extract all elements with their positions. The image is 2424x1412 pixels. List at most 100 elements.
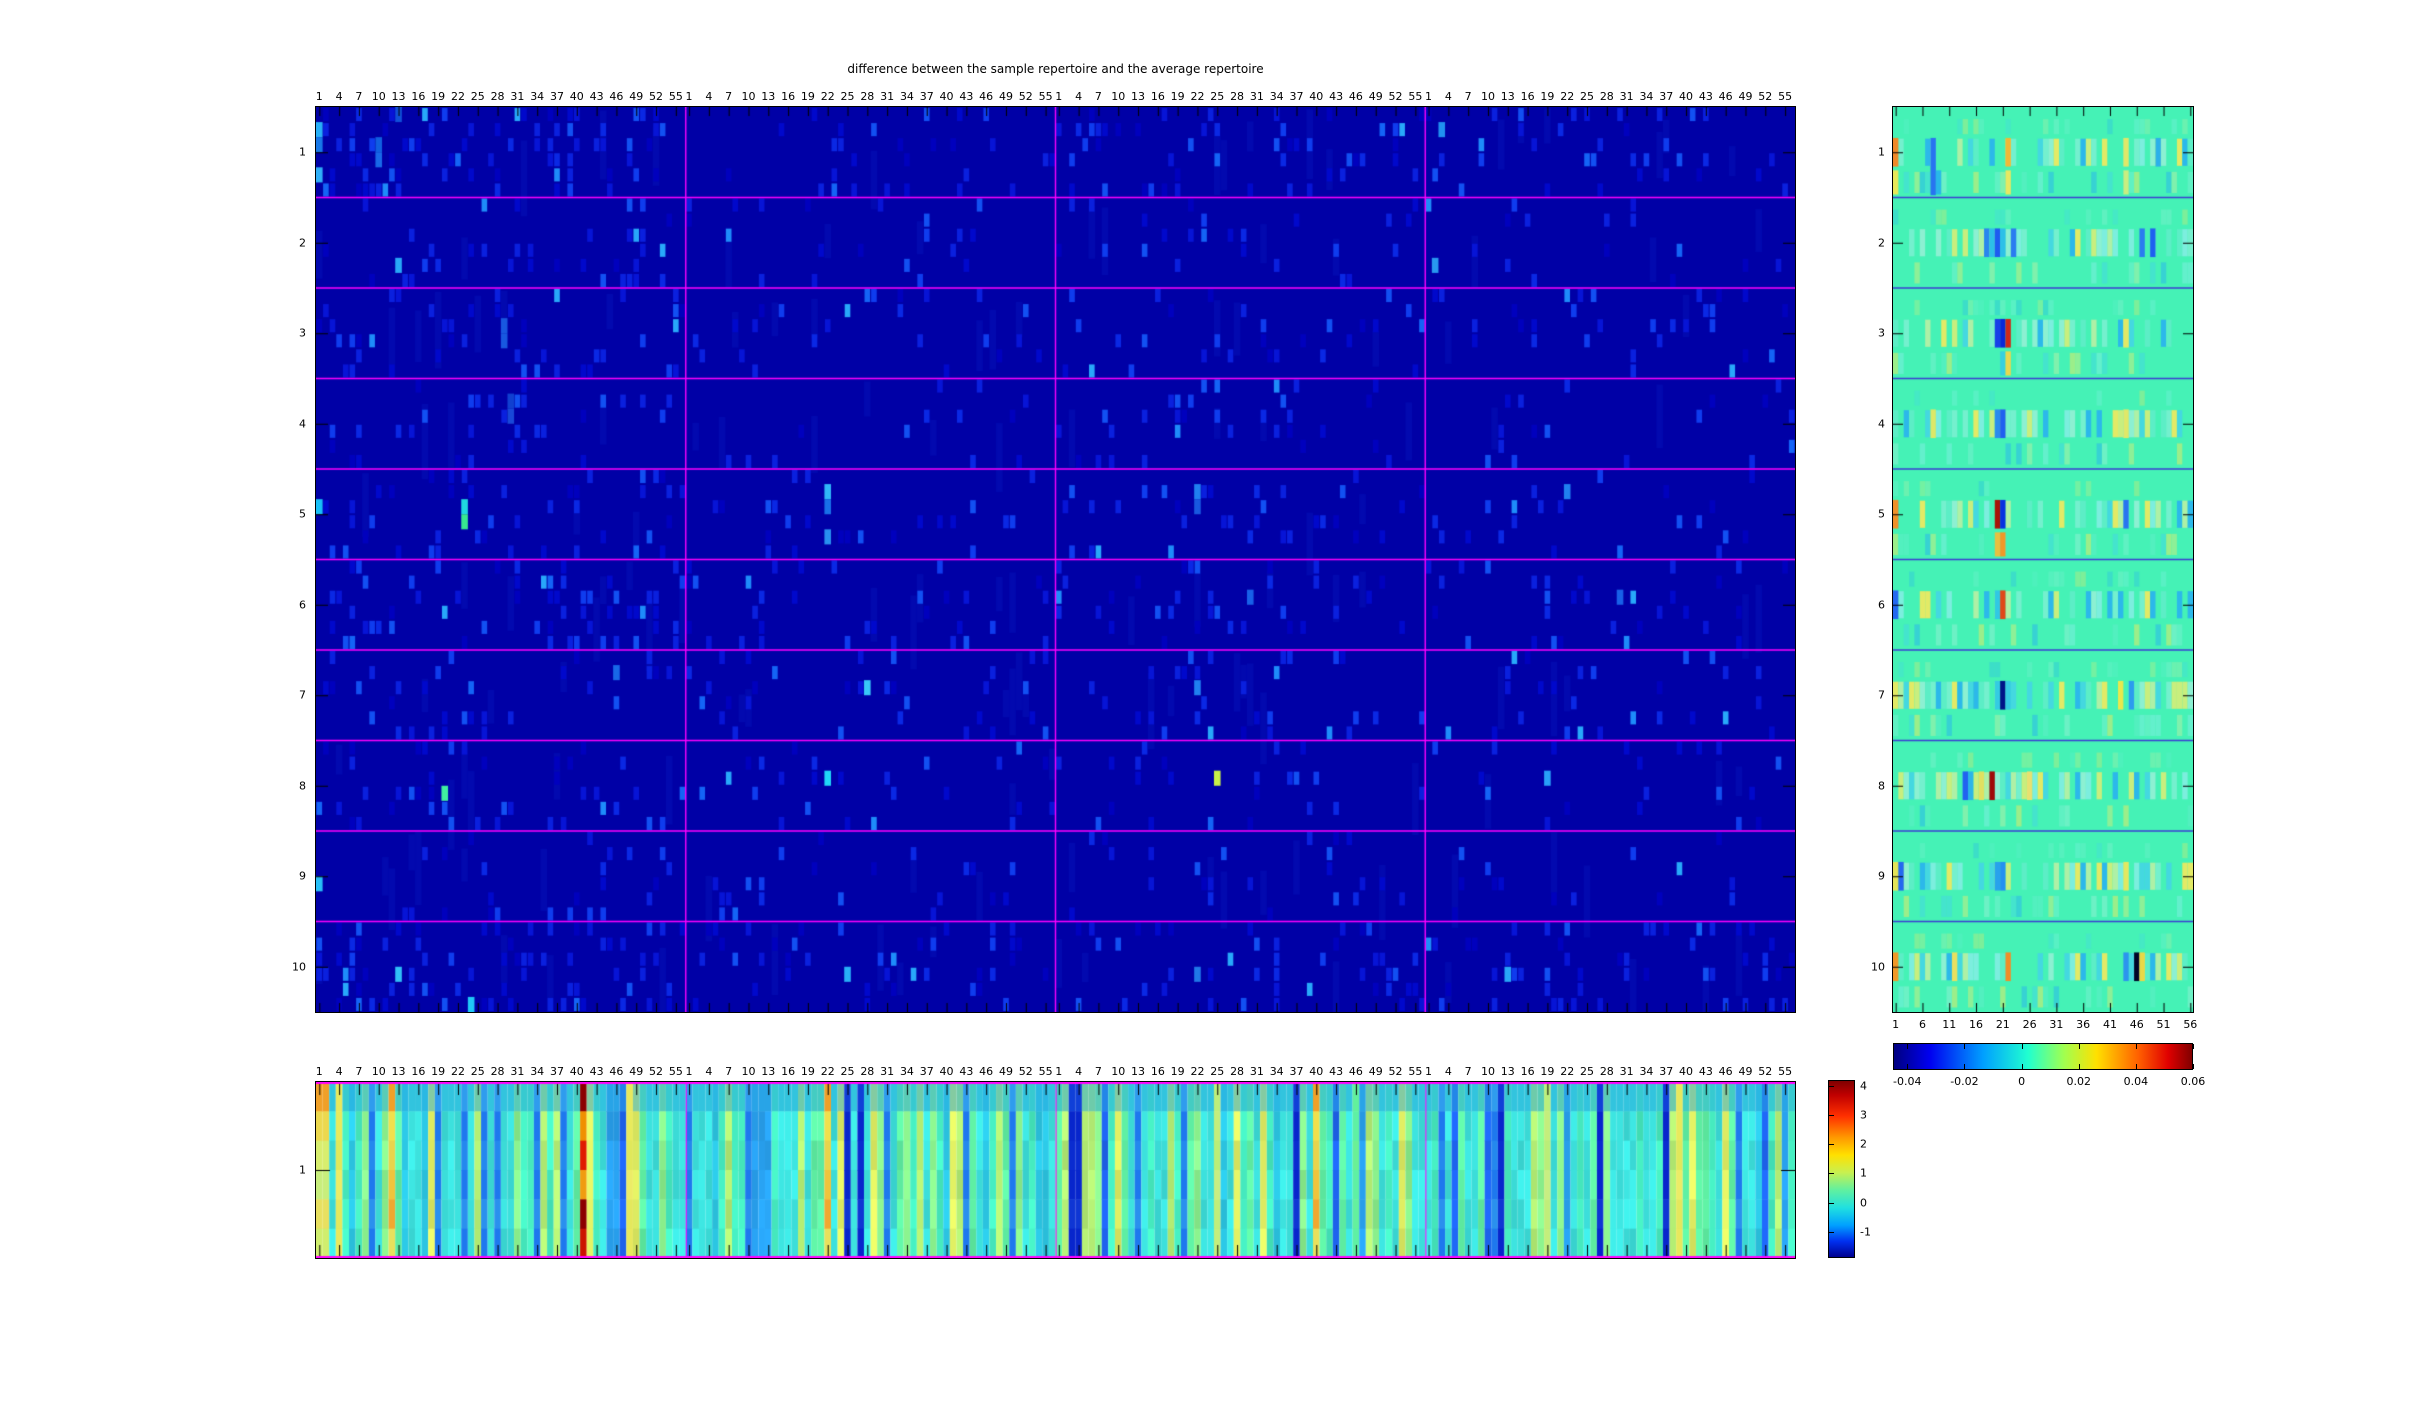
right-y-tick-label: 8 — [1878, 779, 1885, 793]
bottom-x-tick-label: 16 — [781, 1065, 796, 1078]
main-x-tick-label: 16 — [1520, 90, 1535, 103]
bottom-x-tick-label: 40 — [569, 1065, 584, 1078]
main-x-tick-label: 52 — [1018, 90, 1033, 103]
bottom-x-tick-label: 28 — [1599, 1065, 1614, 1078]
bottom-x-tick-label: 40 — [939, 1065, 954, 1078]
main-x-tick-label: 1 — [1425, 90, 1433, 103]
right-y-tick-label: 9 — [1878, 869, 1885, 883]
main-x-tick-label: 40 — [939, 90, 954, 103]
vcolorbar-tick — [1829, 1144, 1834, 1146]
hcolorbar-tick — [2078, 1044, 2080, 1049]
vcolorbar-tick — [1829, 1173, 1834, 1175]
main-x-tick-label: 31 — [1619, 90, 1634, 103]
main-y-tick-label: 8 — [299, 779, 306, 793]
bottom-x-tick-label: 43 — [589, 1065, 604, 1078]
vcolorbar-tick-label: 3 — [1860, 1108, 1867, 1122]
bottom-x-tick-label: 55 — [1408, 1065, 1423, 1078]
right-y-tick-label: 10 — [1871, 960, 1885, 974]
hcolorbar-tick — [2193, 1064, 2194, 1069]
bottom-x-tick-label: 19 — [431, 1065, 446, 1078]
vcolorbar-tick-label: 1 — [1860, 1166, 1867, 1180]
bottom-x-tick-label: 16 — [1520, 1065, 1535, 1078]
right-x-tick-label: 31 — [2049, 1018, 2064, 1031]
vcolorbar-tick-label: 0 — [1860, 1196, 1867, 1210]
right-x-tick-label: 1 — [1892, 1018, 1900, 1031]
main-x-tick-label: 13 — [1500, 90, 1515, 103]
vcolorbar-tick-label: -1 — [1860, 1225, 1871, 1239]
bottom-heatmap-canvas — [316, 1082, 1795, 1258]
bottom-x-tick-label: 10 — [741, 1065, 756, 1078]
main-x-tick-label: 10 — [1111, 90, 1126, 103]
bottom-x-tick-label: 28 — [860, 1065, 875, 1078]
main-x-tick-label: 52 — [1388, 90, 1403, 103]
bottom-x-tick-label: 43 — [1329, 1065, 1344, 1078]
right-heatmap-frame — [1892, 106, 2194, 1013]
hcolorbar-tick — [1964, 1064, 1966, 1069]
bottom-x-tick-label: 34 — [1639, 1065, 1654, 1078]
main-x-tick-label: 7 — [1464, 90, 1472, 103]
main-x-tick-label: 19 — [431, 90, 446, 103]
main-x-tick-label: 25 — [470, 90, 485, 103]
main-x-tick-label: 13 — [1131, 90, 1146, 103]
main-x-tick-label: 34 — [1269, 90, 1284, 103]
main-x-tick-label: 25 — [1210, 90, 1225, 103]
bottom-x-tick-label: 46 — [609, 1065, 624, 1078]
bottom-x-tick-label: 55 — [1778, 1065, 1793, 1078]
main-x-tick-label: 13 — [761, 90, 776, 103]
hcolorbar-tick — [2135, 1044, 2137, 1049]
right-y-tick-label: 7 — [1878, 688, 1885, 702]
bottom-heatmap-frame — [315, 1081, 1796, 1259]
bottom-x-tick-label: 31 — [1249, 1065, 1264, 1078]
hcolorbar-tick — [1907, 1044, 1909, 1049]
main-x-tick-label: 43 — [1329, 90, 1344, 103]
bottom-x-tick-label: 31 — [1619, 1065, 1634, 1078]
main-x-tick-label: 46 — [1348, 90, 1363, 103]
vcolorbar-tick — [1829, 1115, 1834, 1117]
bottom-x-tick-label: 22 — [820, 1065, 835, 1078]
bottom-y-tick-label: 1 — [299, 1163, 306, 1177]
bottom-x-tick-label: 31 — [880, 1065, 895, 1078]
bottom-x-tick-label: 4 — [705, 1065, 713, 1078]
main-y-tick-label: 7 — [299, 688, 306, 702]
right-x-tick-label: 6 — [1918, 1018, 1926, 1031]
hcolorbar-tick-label: 0.04 — [2123, 1075, 2149, 1088]
right-x-tick-label: 16 — [1969, 1018, 1984, 1031]
main-x-tick-label: 28 — [490, 90, 505, 103]
bottom-x-tick-label: 22 — [1560, 1065, 1575, 1078]
hcolorbar-tick-label: -0.04 — [1893, 1075, 1922, 1088]
main-x-tick-label: 34 — [530, 90, 545, 103]
bottom-x-tick-label: 43 — [959, 1065, 974, 1078]
bottom-x-tick-label: 28 — [490, 1065, 505, 1078]
hcolorbar-tick-label: -0.02 — [1950, 1075, 1979, 1088]
main-x-tick-label: 55 — [1038, 90, 1053, 103]
bottom-x-tick-label: 10 — [1480, 1065, 1495, 1078]
bottom-x-tick-label: 52 — [1388, 1065, 1403, 1078]
bottom-x-tick-label: 13 — [391, 1065, 406, 1078]
bottom-x-tick-label: 19 — [1170, 1065, 1185, 1078]
main-x-tick-label: 52 — [649, 90, 664, 103]
main-x-tick-label: 28 — [1230, 90, 1245, 103]
main-x-tick-label: 49 — [998, 90, 1013, 103]
right-heatmap-canvas — [1893, 107, 2193, 1012]
right-x-tick-label: 51 — [2156, 1018, 2171, 1031]
right-y-tick-label: 3 — [1878, 326, 1885, 340]
bottom-x-tick-label: 40 — [1679, 1065, 1694, 1078]
main-x-tick-label: 37 — [1659, 90, 1674, 103]
main-y-tick-label: 3 — [299, 326, 306, 340]
bottom-x-tick-label: 13 — [1131, 1065, 1146, 1078]
right-x-tick-label: 41 — [2102, 1018, 2117, 1031]
bottom-x-tick-label: 10 — [1111, 1065, 1126, 1078]
bottom-x-tick-label: 37 — [919, 1065, 934, 1078]
main-x-tick-label: 28 — [1599, 90, 1614, 103]
main-x-tick-label: 16 — [781, 90, 796, 103]
main-x-tick-label: 4 — [335, 90, 343, 103]
vcolorbar-tick — [1829, 1085, 1834, 1087]
bottom-x-tick-label: 28 — [1230, 1065, 1245, 1078]
main-x-tick-label: 31 — [510, 90, 525, 103]
right-y-tick-label: 6 — [1878, 598, 1885, 612]
main-x-tick-label: 22 — [820, 90, 835, 103]
vcolorbar-tick-label: 4 — [1860, 1079, 1867, 1093]
bottom-x-tick-label: 16 — [1150, 1065, 1165, 1078]
bottom-x-tick-label: 19 — [1540, 1065, 1555, 1078]
